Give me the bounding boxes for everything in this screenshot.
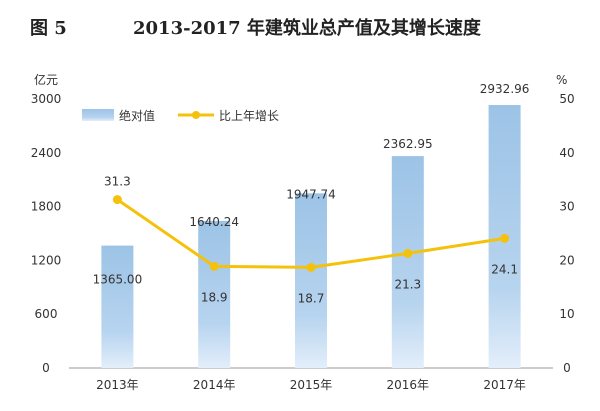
line-series xyxy=(112,195,510,272)
chart-title: 2013-2017 年建筑业总产值及其增长速度 xyxy=(133,17,482,39)
bar-value-labels: 1365.00 1640.24 1947.74 2362.95 2932.96 xyxy=(93,82,530,287)
right-tick-label: 50 xyxy=(559,92,574,106)
growth-value-label: 24.1 xyxy=(491,262,518,276)
growth-value-label: 18.9 xyxy=(201,290,228,304)
line-value-labels: 31.3 18.9 18.7 21.3 24.1 xyxy=(104,175,518,306)
x-tick-label: 2017年 xyxy=(483,378,526,392)
growth-value-label: 31.3 xyxy=(104,175,131,189)
legend-bar-label: 绝对值 xyxy=(119,108,155,123)
growth-value-label: 18.7 xyxy=(298,291,325,305)
right-tick-label: 20 xyxy=(559,253,574,267)
right-axis-unit: % xyxy=(556,73,567,87)
growth-point xyxy=(209,261,219,271)
x-axis-ticks: 2013年 2014年 2015年 2016年 2017年 xyxy=(96,378,526,392)
bar-value-label: 2932.96 xyxy=(480,82,530,96)
legend-bar-swatch xyxy=(82,109,114,121)
right-tick-label: 0 xyxy=(563,361,571,375)
bar xyxy=(295,193,327,368)
right-tick-label: 10 xyxy=(559,307,574,321)
x-tick-label: 2014年 xyxy=(193,378,236,392)
left-tick-label: 3000 xyxy=(31,92,62,106)
bar-value-label: 1947.74 xyxy=(286,187,336,201)
right-axis-ticks: 0 10 20 30 40 50 xyxy=(559,92,574,375)
bar-series xyxy=(101,105,521,368)
left-tick-label: 0 xyxy=(42,361,50,375)
left-axis-ticks: 0 600 1200 1800 2400 3000 xyxy=(31,92,62,375)
growth-point xyxy=(306,262,316,272)
bar xyxy=(101,245,134,368)
growth-point xyxy=(403,248,413,258)
figure-number: 图 5 xyxy=(30,18,67,39)
bar-value-label: 1640.24 xyxy=(189,215,239,229)
growth-point xyxy=(112,195,122,205)
left-axis-unit: 亿元 xyxy=(34,72,58,87)
legend-line-marker xyxy=(192,111,200,119)
growth-point xyxy=(500,233,510,243)
x-tick-label: 2015年 xyxy=(290,378,333,392)
left-tick-label: 1200 xyxy=(31,253,62,267)
bar-value-label: 2362.95 xyxy=(383,137,433,151)
x-tick-label: 2016年 xyxy=(387,378,430,392)
left-tick-label: 1800 xyxy=(31,200,62,214)
legend-line-label: 比上年增长 xyxy=(219,109,279,123)
left-tick-label: 600 xyxy=(35,307,58,321)
bar xyxy=(198,220,231,368)
right-tick-label: 40 xyxy=(559,146,574,160)
right-tick-label: 30 xyxy=(559,200,574,214)
legend: 绝对值 比上年增长 xyxy=(82,108,279,123)
left-tick-label: 2400 xyxy=(31,146,62,160)
x-tick-label: 2013年 xyxy=(96,378,139,392)
growth-value-label: 21.3 xyxy=(394,277,421,291)
bar xyxy=(391,156,424,368)
bar-value-label: 1365.00 xyxy=(93,273,143,287)
